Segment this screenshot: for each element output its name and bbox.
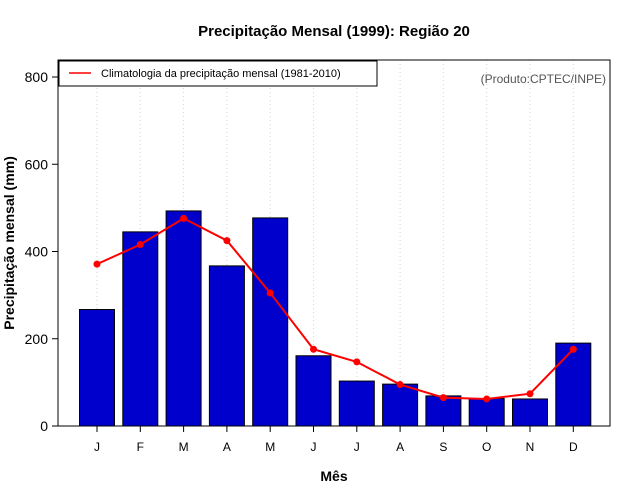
y-tick-label-1: 200	[25, 331, 49, 347]
bar-7	[382, 383, 419, 427]
x-tick-label-9: O	[482, 440, 491, 454]
bar-5	[295, 355, 332, 427]
x-tick-label-5: J	[311, 440, 317, 454]
legend: Climatologia da precipitação mensal (198…	[58, 60, 378, 87]
x-tick-label-10: N	[526, 440, 535, 454]
x-tick-label-2: M	[179, 440, 189, 454]
climatology-point-2	[180, 214, 188, 222]
x-tick-label-0: J	[94, 440, 100, 454]
x-tick-label-4: M	[265, 440, 275, 454]
x-tick-label-8: S	[439, 440, 447, 454]
climatology-point-9	[483, 395, 491, 403]
bar-0	[79, 309, 115, 427]
y-tick-label-3: 600	[25, 156, 49, 172]
bar-2	[165, 210, 202, 427]
climatology-point-10	[526, 390, 534, 398]
climatology-point-6	[353, 358, 361, 366]
legend-box	[58, 60, 378, 87]
x-tick-label-1: F	[137, 440, 144, 454]
climatology-point-0	[93, 260, 101, 268]
climatology-point-5	[310, 345, 317, 353]
y-axis: 0 200 400 600 800	[25, 69, 58, 434]
bar-3	[208, 265, 245, 427]
plot-frame	[57, 59, 611, 427]
x-tick-label-7: A	[396, 440, 404, 454]
x-tick-label-11: D	[569, 440, 578, 454]
climatology-point-8	[439, 394, 447, 402]
bar-series	[79, 210, 592, 427]
y-axis-label: Precipitação mensal (mm)	[1, 156, 17, 330]
x-axis-label: Mês	[320, 468, 347, 484]
climatology-point-7	[396, 381, 404, 389]
x-tick-label-3: A	[223, 440, 231, 454]
bar-1	[122, 231, 159, 427]
bar-4	[252, 217, 289, 427]
climatology-line	[96, 217, 575, 400]
bar-11	[555, 342, 592, 427]
bar-6	[338, 380, 375, 427]
climatology-point-3	[223, 237, 231, 245]
y-tick-label-0: 0	[40, 418, 48, 434]
credit-text: (Produto:CPTEC/INPE)	[481, 72, 606, 86]
y-tick-label-4: 800	[25, 69, 49, 85]
climatology-point-11	[569, 345, 577, 353]
bar-10	[512, 398, 548, 427]
bar-9	[468, 398, 505, 427]
y-tick-label-2: 400	[25, 244, 49, 260]
x-tick-label-6: J	[354, 440, 360, 454]
climatology-series	[93, 214, 577, 403]
climatology-point-4	[266, 289, 274, 297]
climatology-point-1	[136, 241, 144, 249]
legend-entry: Climatologia da precipitação mensal (198…	[101, 68, 341, 80]
chart-title: Precipitação Mensal (1999): Região 20	[198, 23, 470, 40]
